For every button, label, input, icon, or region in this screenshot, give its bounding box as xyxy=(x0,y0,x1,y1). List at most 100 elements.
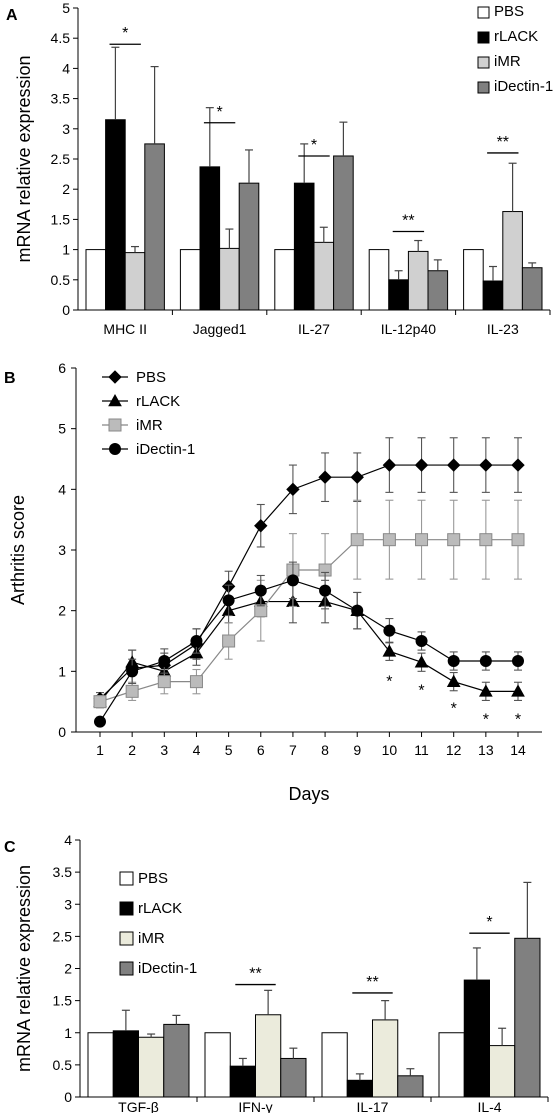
y-tick-label: 1 xyxy=(64,1025,72,1041)
data-point-idectin-1 xyxy=(126,665,139,678)
y-tick-label: 3.5 xyxy=(53,864,73,880)
x-tick-label: 5 xyxy=(225,742,233,758)
legend-label: iDectin-1 xyxy=(136,441,195,458)
data-point-rlack xyxy=(478,684,493,697)
legend-swatch xyxy=(119,901,134,916)
x-tick-label: 11 xyxy=(414,742,429,758)
panel-letter: A xyxy=(6,7,18,24)
bar-idectin-1 xyxy=(514,937,541,1098)
panel-letter: B xyxy=(4,370,16,387)
data-point-idectin-1 xyxy=(351,604,364,617)
data-point-idectin-1 xyxy=(158,655,171,668)
x-category-label: Jagged1 xyxy=(193,321,247,337)
bar-imr xyxy=(502,211,523,311)
y-tick-label: 4.5 xyxy=(51,30,71,46)
data-point-imr xyxy=(93,695,107,709)
x-tick-label: 10 xyxy=(382,742,398,758)
bar-rlack xyxy=(482,280,504,311)
bar-rlack xyxy=(293,182,315,311)
bar-imr xyxy=(138,1036,165,1098)
legend-swatch xyxy=(477,56,490,69)
data-point-imr xyxy=(511,533,525,547)
y-tick-label: 5 xyxy=(62,0,70,16)
data-point-imr xyxy=(157,675,171,689)
y-axis-label: Arthritis score xyxy=(8,495,28,605)
data-point-idectin-1 xyxy=(254,584,267,597)
data-point-idectin-1 xyxy=(286,574,299,587)
data-point-idectin-1 xyxy=(190,635,203,647)
data-point-rlack xyxy=(446,674,461,687)
data-point-pbs xyxy=(286,482,300,497)
data-point-imr xyxy=(254,604,268,618)
bar-rlack xyxy=(229,1065,256,1098)
y-tick-label: 2 xyxy=(64,961,72,977)
bar-pbs xyxy=(87,1032,114,1098)
significance-marker: * xyxy=(418,683,424,700)
data-point-rlack xyxy=(511,684,525,697)
y-tick-label: 1.5 xyxy=(53,993,73,1009)
x-tick-label: 8 xyxy=(321,742,329,758)
data-point-rlack xyxy=(414,655,429,668)
data-point-idectin-1 xyxy=(447,655,460,668)
significance-marker: * xyxy=(122,25,128,42)
data-point-imr xyxy=(415,533,429,547)
legend-marker xyxy=(108,370,122,384)
data-point-imr xyxy=(447,533,461,547)
significance-marker: ** xyxy=(366,974,378,991)
data-point-idectin-1 xyxy=(94,715,106,728)
x-category-label: MHC II xyxy=(103,321,147,337)
data-point-idectin-1 xyxy=(383,624,396,637)
legend-label: rLACK xyxy=(494,28,538,45)
legend-swatch xyxy=(119,931,134,946)
y-tick-label: 2 xyxy=(58,603,66,619)
y-tick-label: 4 xyxy=(64,832,72,848)
bar-idectin-1 xyxy=(280,1057,307,1098)
bar-pbs xyxy=(368,249,390,311)
legend-swatch xyxy=(119,871,134,886)
bar-rlack xyxy=(112,1030,139,1098)
legend-label: PBS xyxy=(494,3,524,20)
bar-rlack xyxy=(105,119,126,311)
legend-label: rLACK xyxy=(138,900,182,917)
legend-label: rLACK xyxy=(136,393,180,410)
bar-imr xyxy=(124,252,146,311)
legend-label: iMR xyxy=(494,53,521,70)
x-category-label: IL-27 xyxy=(298,321,330,337)
x-category-label: IFN-γ xyxy=(238,1099,272,1113)
y-tick-label: 0.5 xyxy=(51,272,71,288)
bar-imr xyxy=(255,1014,282,1098)
x-category-label: IL-12p40 xyxy=(381,321,436,337)
data-point-pbs xyxy=(254,519,268,533)
x-tick-label: 14 xyxy=(510,742,526,758)
legend-swatch xyxy=(119,961,134,976)
bar-imr xyxy=(372,1019,399,1098)
bar-idectin-1 xyxy=(521,267,543,311)
bar-idectin-1 xyxy=(397,1075,424,1098)
x-tick-label: 3 xyxy=(160,742,168,758)
y-tick-label: 2.5 xyxy=(51,151,71,167)
x-category-label: IL-17 xyxy=(357,1099,389,1113)
y-tick-label: 5 xyxy=(58,421,66,437)
data-point-idectin-1 xyxy=(479,655,492,668)
bar-rlack xyxy=(463,979,490,1098)
data-point-imr xyxy=(350,533,364,547)
x-tick-label: 6 xyxy=(257,742,265,758)
significance-marker: * xyxy=(486,914,492,931)
x-category-label: IL-23 xyxy=(487,321,519,337)
data-point-imr xyxy=(125,684,139,698)
bar-pbs xyxy=(85,249,107,311)
bar-rlack xyxy=(346,1079,373,1098)
y-tick-label: 3.5 xyxy=(51,91,71,107)
bar-idectin-1 xyxy=(238,182,260,311)
data-point-pbs xyxy=(414,458,429,472)
significance-marker: * xyxy=(216,104,222,121)
x-tick-label: 4 xyxy=(193,742,201,758)
series-line-idectin-1 xyxy=(99,579,518,723)
data-point-idectin-1 xyxy=(319,584,332,597)
y-axis-label: mRNA relative expression xyxy=(14,55,34,262)
bar-pbs xyxy=(438,1032,465,1098)
data-point-idectin-1 xyxy=(222,594,235,607)
data-point-pbs xyxy=(446,458,461,472)
y-tick-label: 1 xyxy=(62,242,70,258)
